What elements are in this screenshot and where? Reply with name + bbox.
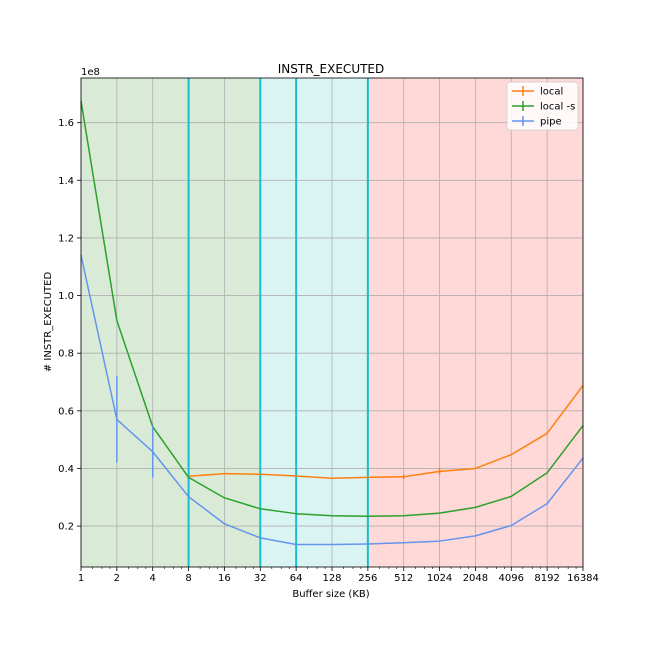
y-tick-label: 0.4 [58,464,74,475]
x-axis-label: Buffer size (KB) [292,589,369,600]
x-tick-label: 16 [218,573,231,584]
x-tick-label: 64 [290,573,303,584]
legend-label: pipe [540,117,562,128]
series-line-2 [80,255,584,546]
x-tick-label: 128 [322,573,341,584]
y-tick-label: 1.2 [58,233,74,244]
y-tick-label: 1.0 [58,291,74,302]
series-line-0 [188,385,584,479]
y-axis-ticks: 0.2 0.4 0.6 0.8 1.0 1.2 1.4 1.6 [58,118,81,533]
x-tick-label: 256 [358,573,377,584]
x-tick-label: 32 [254,573,267,584]
y-tick-label: 0.6 [58,406,74,417]
x-tick-label: 4 [150,573,156,584]
region-0 [81,78,261,567]
x-tick-label: 8192 [534,573,559,584]
x-tick-label: 2 [114,573,120,584]
y-tick-label: 1.6 [58,118,74,129]
y-axis-label: # INSTR_EXECUTED [43,272,54,373]
chart-title: INSTR_EXECUTED [278,62,385,76]
x-tick-label: 2048 [463,573,488,584]
region-1 [260,78,368,567]
series-group [80,100,584,546]
x-tick-label: 16384 [567,573,599,584]
legend-box [506,81,579,131]
vertical-marker-lines [187,78,369,567]
y-tick-label: 1.4 [58,176,74,187]
x-tick-label: 512 [394,573,413,584]
x-tick-label: 1 [78,573,84,584]
x-tick-label: 8 [185,573,191,584]
x-tick-label: 4096 [499,573,524,584]
legend: local local -s pipe [506,81,579,131]
x-tick-label: 1024 [427,573,452,584]
legend-label: local [540,87,563,98]
y-axis-offset-label: 1e8 [81,67,100,78]
legend-label: local -s [540,102,575,113]
x-axis-ticks: 1 2 4 8 16 32 64 128 256 512 1024 2048 4096 8192 16384 [78,567,599,584]
series-line-1 [80,100,584,518]
y-tick-label: 0.2 [58,522,74,533]
y-tick-label: 0.8 [58,349,74,360]
